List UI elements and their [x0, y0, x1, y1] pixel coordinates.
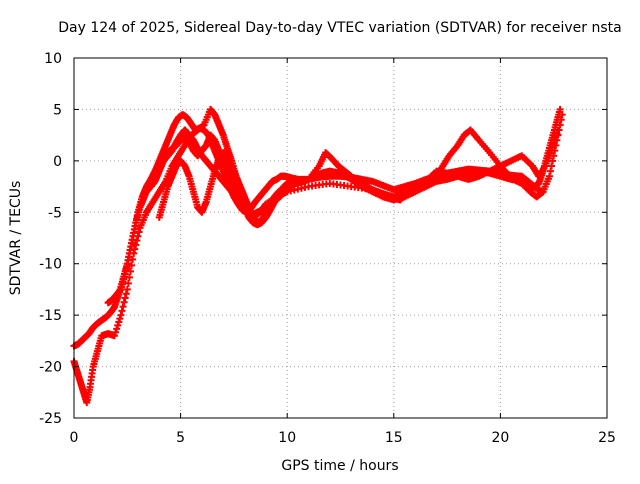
y-tick-label: -5 — [48, 205, 62, 221]
data-point — [122, 290, 130, 298]
series-track-d — [155, 149, 547, 227]
x-tick-label: 15 — [385, 430, 403, 446]
x-tick-label: 20 — [491, 430, 509, 446]
x-tick-label: 10 — [278, 430, 296, 446]
data-point — [111, 332, 119, 340]
grid-lines — [74, 58, 607, 418]
data-point — [115, 318, 123, 326]
data-point — [548, 162, 556, 170]
data-point — [547, 167, 555, 175]
y-tick-label: -15 — [39, 308, 62, 324]
y-tick-label: -20 — [39, 360, 62, 376]
data-point — [121, 294, 129, 302]
x-axis-tick-labels: 0 5 10 15 20 25 — [70, 430, 616, 446]
y-tick-label: 5 — [53, 102, 62, 118]
y-tick-label: 0 — [53, 154, 62, 170]
y-tick-label: -10 — [39, 257, 62, 273]
series-track-e — [104, 126, 295, 307]
data-point — [556, 121, 564, 129]
data-point — [120, 298, 128, 306]
data-point — [132, 241, 140, 249]
data-point — [118, 307, 126, 315]
data-point — [551, 136, 559, 144]
data-point — [113, 325, 121, 333]
data-point — [548, 147, 556, 155]
data-point — [116, 315, 124, 323]
plot-area-frame — [73, 57, 608, 419]
data-point — [553, 129, 561, 137]
y-tick-label: 10 — [44, 51, 62, 67]
series-track-b — [70, 105, 566, 407]
x-tick-label: 25 — [598, 430, 616, 446]
chart-title: Day 124 of 2025, Sidereal Day-to-day VTE… — [58, 20, 621, 36]
data-point — [556, 105, 564, 113]
data-point — [558, 111, 566, 119]
data-point — [112, 328, 120, 336]
data-point — [552, 133, 560, 141]
data-point — [117, 311, 125, 319]
data-point — [114, 321, 122, 329]
data-point — [119, 303, 127, 311]
data-point — [557, 116, 565, 124]
data-point — [545, 172, 553, 180]
data-point — [539, 188, 547, 196]
y-axis-tick-labels: -25 -20 -15 -10 -5 0 5 10 — [39, 51, 62, 427]
data-point — [550, 140, 558, 148]
data-point — [287, 183, 295, 191]
data-point — [124, 279, 132, 287]
data-point — [128, 261, 136, 269]
data-point — [554, 126, 562, 134]
data-point — [123, 285, 131, 293]
data-point — [549, 143, 557, 151]
x-tick-label: 0 — [70, 430, 79, 446]
x-axis-label: GPS time / hours — [281, 458, 398, 474]
series-track-a — [70, 105, 564, 350]
data-points — [70, 105, 566, 407]
x-tick-label: 5 — [176, 430, 185, 446]
y-axis-label: SDTVAR / TECUs — [8, 181, 24, 296]
y-tick-label: -25 — [39, 411, 62, 427]
axis-ticks — [73, 57, 608, 419]
